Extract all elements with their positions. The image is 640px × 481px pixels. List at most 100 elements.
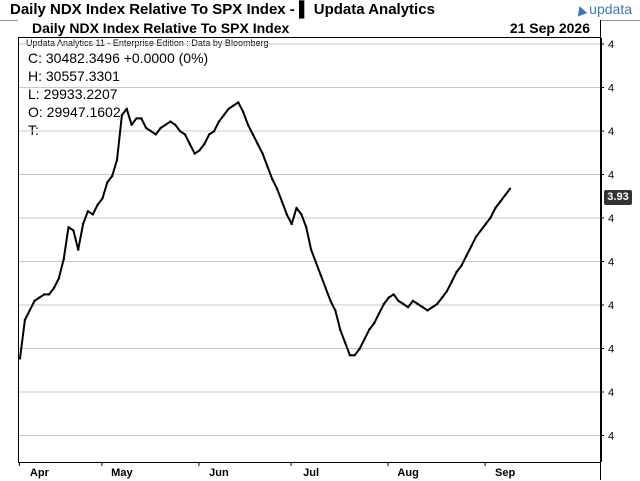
data-point [33,299,36,302]
data-point [295,206,298,210]
data-point [343,341,347,344]
data-point [363,338,366,341]
data-point [174,123,177,127]
data-point [256,142,259,146]
data-point [47,293,51,296]
y-tick-label: 4 [608,300,614,312]
y-tick-label: 4 [608,344,614,356]
ohlc-open: O: 29947.1602 [28,104,121,120]
data-point [499,200,502,203]
data-point [382,302,386,306]
data-point [154,133,158,136]
data-point [28,309,31,312]
data-point [164,123,167,127]
data-point [169,120,172,123]
chart-header: Daily NDX Index Relative To SPX Index 21… [18,20,600,38]
data-point [280,200,284,203]
brand-logo: updata [574,1,632,17]
y-tick-label: 4 [608,126,614,138]
data-point [474,235,478,238]
plot-area[interactable] [18,38,602,462]
data-point [300,213,303,216]
data-point [508,187,512,190]
data-point [397,299,400,302]
data-point [159,126,162,130]
data-point [130,123,133,127]
last-value-badge: 3.93 [604,190,632,205]
data-point [494,206,497,210]
data-point [411,299,415,302]
data-point [232,104,235,107]
data-point [271,178,274,181]
series-line [19,101,511,359]
data-point [460,264,463,267]
data-point [440,296,444,299]
data-point [266,165,269,168]
data-point [406,306,410,309]
chart-title: Daily NDX Index Relative To SPX Index [32,20,290,36]
data-point [203,142,206,146]
data-point [57,277,61,280]
data-point [324,286,327,290]
data-point [110,174,114,178]
data-point [43,293,46,296]
data-point [285,213,289,216]
data-point [115,158,119,162]
data-point [348,354,352,357]
data-point [38,296,41,299]
data-point [387,296,390,299]
data-point [149,130,153,133]
data-point [436,302,439,306]
data-point [309,248,313,251]
data-point [416,302,420,306]
data-point [81,222,85,226]
brand-name: updata [589,1,632,17]
data-point [455,270,458,274]
data-point [241,110,245,114]
data-point [62,258,65,261]
data-point [208,133,211,136]
data-point [503,194,507,197]
data-point [251,133,255,136]
data-point [489,216,492,219]
y-tick-label: 4 [608,83,614,95]
data-point [212,130,216,133]
data-point [377,312,381,315]
data-point [484,222,487,226]
data-point [101,197,104,200]
data-point [18,357,22,360]
data-point [140,117,143,120]
data-point [290,222,293,226]
window-title: Daily NDX Index Relative To SPX Index - … [10,1,435,18]
data-point [319,274,322,277]
data-point [217,120,221,123]
data-point [372,322,376,325]
window-titlebar: Daily NDX Index Relative To SPX Index - … [0,0,640,21]
y-tick-label: 4 [608,257,614,269]
data-point [261,152,264,155]
data-point [246,123,250,127]
data-point [421,306,424,309]
data-point [227,107,230,111]
ohlc-high: H: 30557.3301 [28,68,120,84]
data-point [431,306,434,309]
x-axis[interactable] [18,462,600,481]
data-point [353,354,356,357]
data-point [329,299,332,302]
y-tick-label: 4 [608,213,614,225]
ohlc-low: L: 29933.2207 [28,86,118,102]
data-point [450,280,453,283]
data-point [334,309,337,312]
y-tick-label: 4 [608,170,614,182]
data-point [135,117,138,120]
data-point [77,248,80,251]
chart-date: 21 Sep 2026 [509,20,590,36]
data-point [144,126,148,130]
data-point [72,229,75,232]
data-point [469,245,473,248]
y-axis[interactable] [600,20,640,480]
data-point [67,226,70,229]
data-point [106,181,109,184]
data-point [305,226,308,229]
ohlc-time: T: [28,122,39,138]
